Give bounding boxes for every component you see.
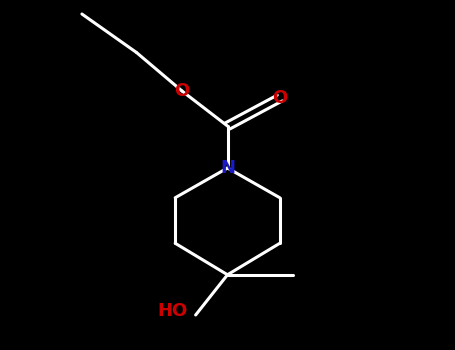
Text: N: N <box>220 159 235 177</box>
Text: O: O <box>272 89 288 107</box>
Text: O: O <box>174 82 190 100</box>
Text: HO: HO <box>158 302 188 321</box>
